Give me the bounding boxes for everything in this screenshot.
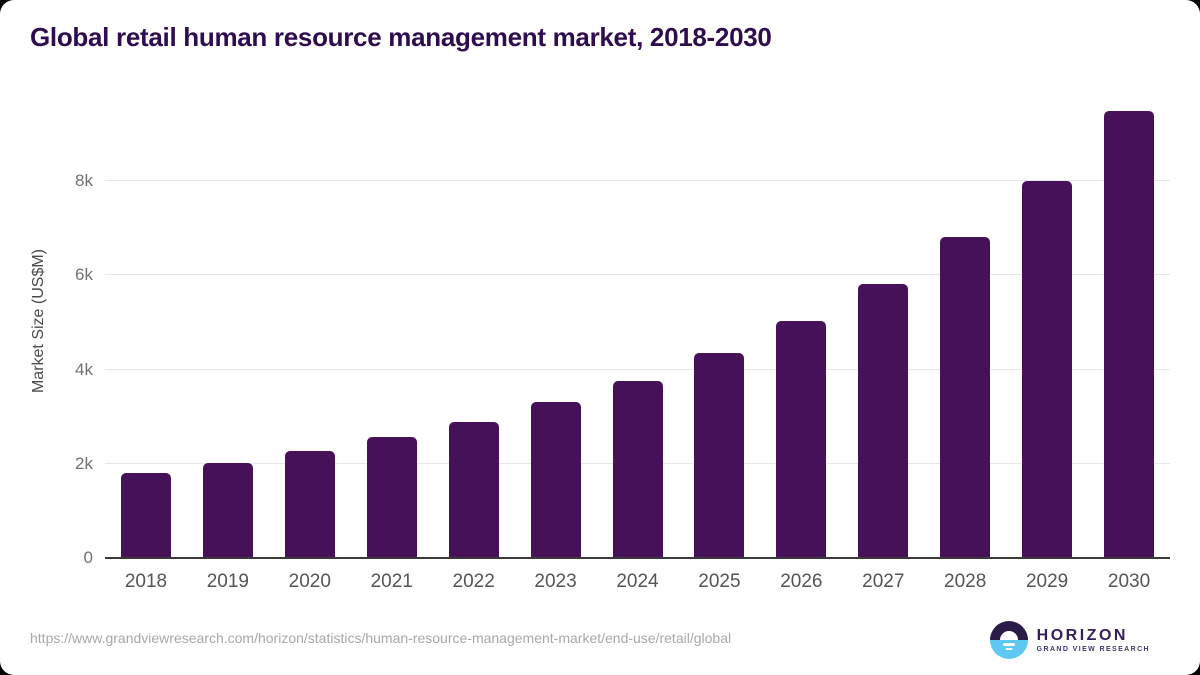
bar-2029 [1022,181,1073,558]
bar-2028 [940,236,991,558]
y-tick-label: 0 [83,548,93,567]
x-tick-label: 2025 [698,571,741,592]
x-tick-label: 2022 [452,571,495,592]
bar-2019 [202,463,253,558]
bar-2023 [530,401,581,558]
logo-text: HORIZON GRAND VIEW RESEARCH [1037,627,1150,653]
plot-area: 0 2k 4k 6k 8k 2018 2019 2020 2021 2022 2023 2024 202… [75,100,1170,592]
x-tick-label: 2024 [616,571,659,592]
bar-2025 [694,353,745,558]
bar-2024 [612,380,663,558]
logo-subtitle: GRAND VIEW RESEARCH [1036,646,1150,653]
bar-2030 [1104,110,1155,558]
source-url: https://www.grandviewresearch.com/horizo… [30,630,732,646]
x-tick-label: 2021 [370,571,413,592]
logo-name: HORIZON [1036,627,1128,644]
x-tick-label: 2018 [124,571,168,592]
x-axis-line [105,557,1170,559]
y-tick-label: 2k [75,453,93,473]
x-tick-label: 2030 [1107,571,1151,592]
horizon-logo-icon [989,621,1028,659]
gridline-4k [105,368,1170,370]
bar-2026 [776,321,827,558]
x-tick-label: 2020 [288,571,331,592]
y-tick-label: 6k [75,265,93,285]
bar-2018 [120,473,171,558]
y-tick-label: 4k [75,359,93,379]
gridline-8k [105,180,1170,182]
x-tick-label: 2028 [944,571,987,592]
reflection-dash [1002,643,1015,646]
sun-icon [999,631,1018,640]
bar-2027 [858,284,909,558]
page-title: Global retail human resource management … [30,22,772,52]
reflection-dash [1005,648,1013,650]
bar-2021 [366,437,417,558]
gridline-6k [105,274,1170,276]
y-tick-label: 8k [75,171,93,191]
horizon-logo: HORIZON GRAND VIEW RESEARCH [989,621,1150,659]
bar-2022 [448,421,499,558]
x-tick-label: 2026 [780,571,823,592]
x-tick-label: 2019 [206,571,250,592]
bar-2020 [284,450,335,558]
x-tick-label: 2029 [1025,571,1069,592]
x-tick-label: 2023 [534,571,577,592]
x-tick-label: 2027 [862,571,905,592]
